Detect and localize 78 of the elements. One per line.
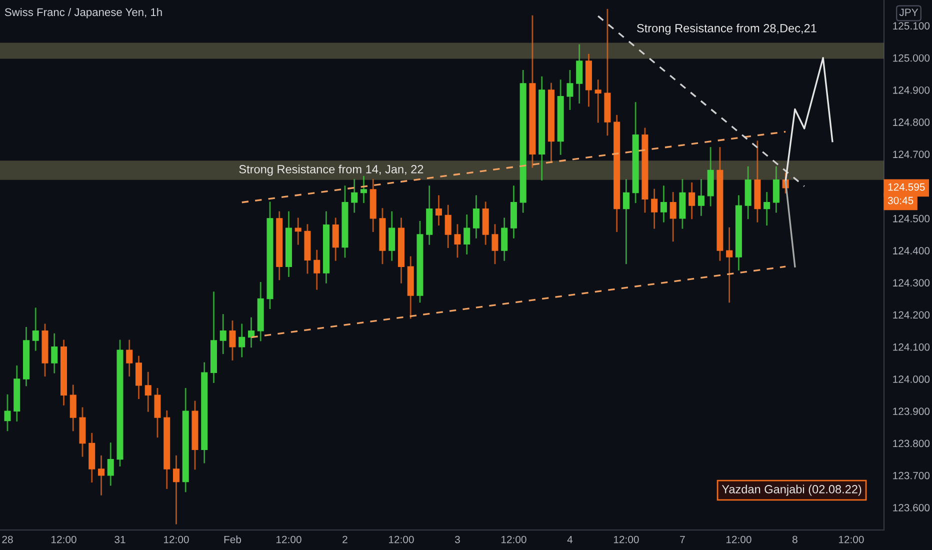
candlestick xyxy=(726,227,733,303)
candlestick xyxy=(492,224,498,264)
x-tick-label: 7 xyxy=(680,536,685,544)
candlestick xyxy=(566,70,574,110)
y-axis-title: JPY xyxy=(899,8,918,16)
x-tick-label: 4 xyxy=(567,536,573,544)
annotation: Yazdan Ganjabi (02.08.22) xyxy=(722,484,862,496)
candlestick xyxy=(501,218,508,261)
candlestick xyxy=(670,192,676,242)
candlestick xyxy=(351,179,358,213)
candlestick xyxy=(764,192,770,226)
x-tick-label: 12:00 xyxy=(388,536,414,544)
band-label: Strong Resistance from 28,Dec,21 xyxy=(637,24,816,35)
y-tick-label: 125.100 xyxy=(893,22,930,30)
x-tick-label: 28 xyxy=(2,536,13,544)
x-tick-label: 12:00 xyxy=(614,536,639,544)
candlestick xyxy=(126,340,133,377)
candlestick xyxy=(651,188,658,229)
candlestick xyxy=(576,44,583,104)
y-tick-label: 123.700 xyxy=(893,472,930,480)
candlestick xyxy=(772,166,780,213)
candlestick xyxy=(107,442,114,486)
x-tick-label: 12:00 xyxy=(726,536,752,544)
candlestick xyxy=(172,455,180,524)
candlestick xyxy=(332,218,339,261)
band-label: Strong Resistance from 14, Jan, 22 xyxy=(239,164,424,176)
candlestick xyxy=(388,211,396,261)
text: 30:45 xyxy=(888,196,914,204)
x-tick-label: 8 xyxy=(792,536,798,544)
x-tick-label: 12:00 xyxy=(52,536,76,544)
candlestick xyxy=(360,176,367,204)
candlestick xyxy=(314,250,320,290)
text: 124.595 xyxy=(888,183,925,191)
candlestick xyxy=(154,388,161,438)
candlestick xyxy=(622,179,630,264)
x-tick-label: 12:00 xyxy=(164,536,189,544)
y-tick-label: 124.500 xyxy=(893,214,930,222)
x-tick-label: 3 xyxy=(454,536,460,544)
candlestick xyxy=(248,317,254,348)
x-tick-label: Feb xyxy=(224,536,242,544)
candlestick xyxy=(229,320,236,360)
candlestick xyxy=(32,308,39,351)
y-tick-label: 124.100 xyxy=(893,343,930,351)
candlestick xyxy=(464,214,470,254)
candlestick xyxy=(472,195,480,238)
candlestick xyxy=(238,324,246,358)
x-tick-label: 2 xyxy=(342,536,348,544)
x-tick-label: 12:00 xyxy=(501,536,526,544)
y-tick-label: 124.400 xyxy=(893,247,930,254)
candlestick xyxy=(220,314,226,354)
y-tick-label: 124.700 xyxy=(893,150,930,158)
candlestick xyxy=(4,394,11,432)
candlestick xyxy=(135,356,142,399)
candlestick xyxy=(70,384,76,432)
candlestick xyxy=(688,182,696,220)
candlestick xyxy=(594,80,602,123)
x-tick-label: 12:00 xyxy=(838,536,864,544)
x-tick-label: 31 xyxy=(114,536,126,544)
text: Swiss Franc / Japanese Yen, 1h xyxy=(4,8,162,18)
candlestick xyxy=(435,195,442,226)
y-tick-label: 123.600 xyxy=(893,504,930,512)
y-tick-label: 124.300 xyxy=(893,279,930,287)
y-tick-label: 123.800 xyxy=(893,440,930,448)
y-tick-label: 124.800 xyxy=(893,118,930,126)
candlestick xyxy=(444,204,452,248)
candlestick xyxy=(698,179,704,216)
y-tick-label: 124.200 xyxy=(893,311,930,319)
candlestick xyxy=(294,218,302,245)
y-tick-label: 124.900 xyxy=(893,86,930,94)
candlestick xyxy=(660,186,667,222)
candlestick xyxy=(144,372,152,412)
candlestick xyxy=(51,333,58,374)
x-tick-label: 12:00 xyxy=(276,536,302,544)
candlestick xyxy=(98,455,104,496)
y-tick-label: 124.000 xyxy=(893,376,930,383)
y-tick-label: 125.000 xyxy=(893,54,930,62)
y-tick-label: 123.900 xyxy=(893,408,930,416)
candlestick xyxy=(454,224,461,258)
